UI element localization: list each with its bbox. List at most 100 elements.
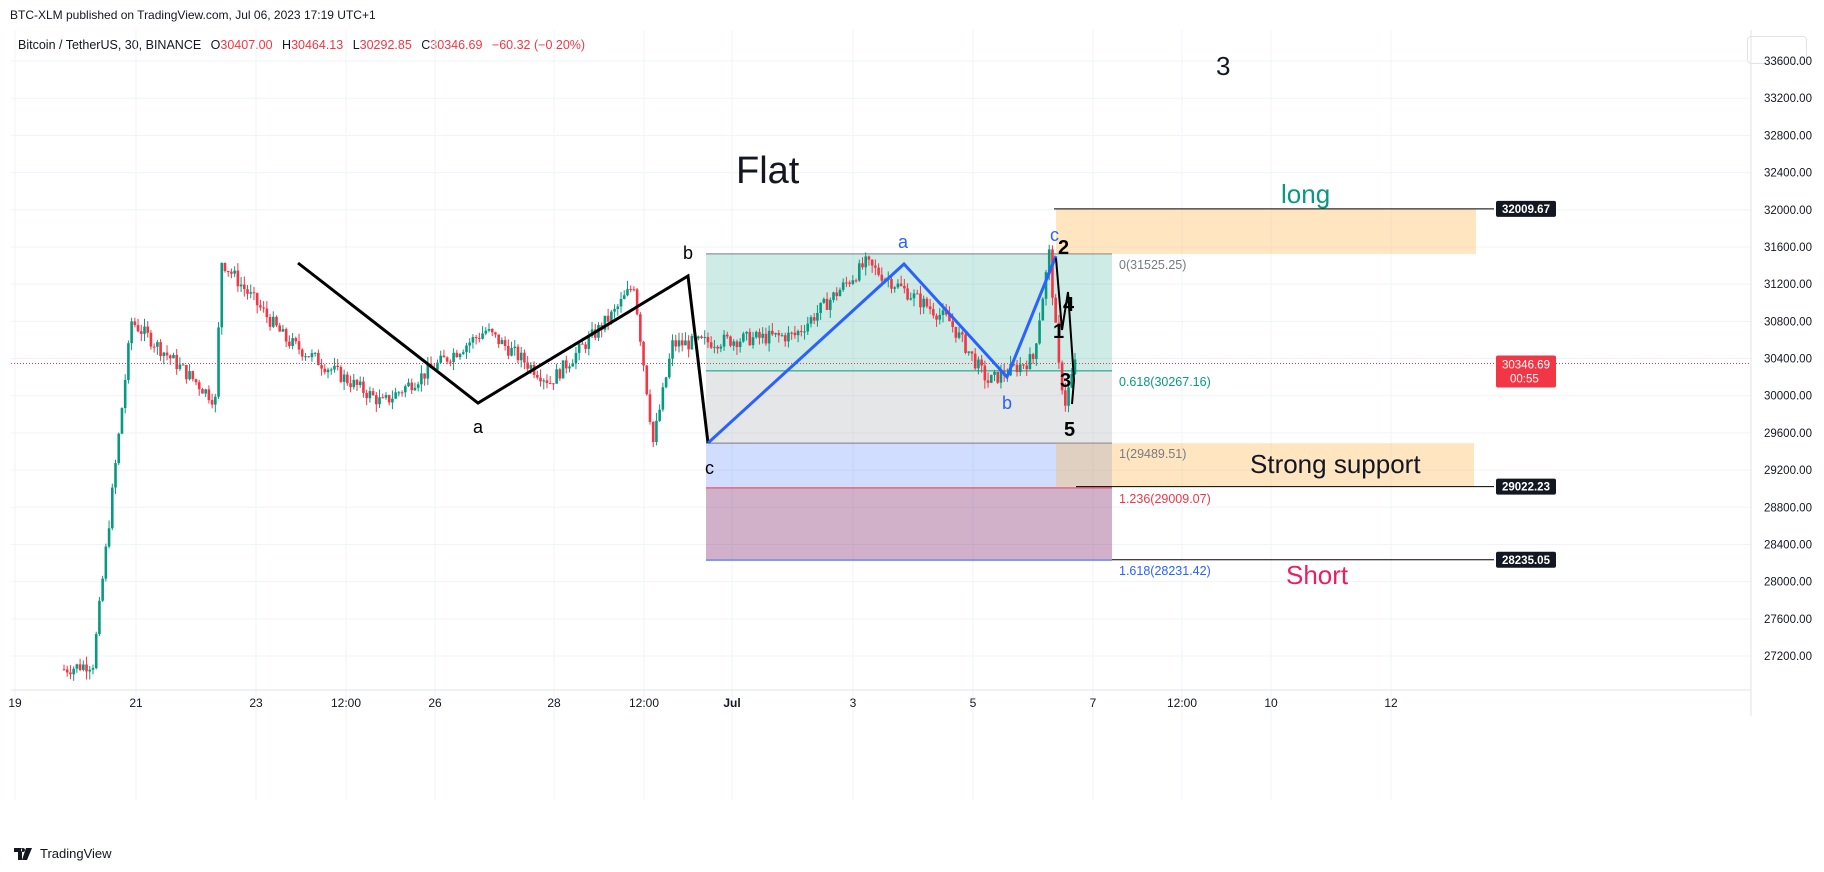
candle-body <box>268 317 272 327</box>
candle-body <box>474 337 478 339</box>
candle-body <box>214 396 217 405</box>
candle-body <box>178 364 182 370</box>
fib-zone-1-1236 <box>706 443 1112 488</box>
wave-2-label: 2 <box>1058 237 1069 259</box>
candle-body <box>69 672 72 675</box>
candle-body <box>803 331 806 333</box>
candle-body <box>136 325 140 332</box>
candle-body <box>771 330 774 335</box>
candle-body <box>246 289 249 294</box>
scale-button[interactable] <box>1747 36 1807 64</box>
candle-body <box>455 352 459 358</box>
zones-layer <box>11 208 1751 561</box>
candle-body <box>1047 249 1051 273</box>
candle-body <box>574 352 578 364</box>
time-tick-label: 19 <box>8 696 22 710</box>
candle-body <box>355 379 359 385</box>
price-marker-tag <box>1496 200 1556 217</box>
candle-body <box>838 289 842 297</box>
symbol-legend: Bitcoin / TetherUS, 30, BINANCE O30407.0… <box>18 38 585 52</box>
candle-body <box>948 314 951 322</box>
price-tick-label: 27600.00 <box>1764 614 1812 626</box>
candle-body <box>603 315 607 330</box>
candle-body <box>461 352 465 355</box>
time-tick-label: 5 <box>970 696 977 710</box>
candle-body <box>713 346 716 348</box>
candle-body <box>732 341 736 346</box>
candle-body <box>996 371 1000 383</box>
black-a-label: a <box>473 417 484 437</box>
candle-body <box>706 336 710 343</box>
price-tick-label: 28400.00 <box>1764 539 1812 551</box>
candle-body <box>294 338 298 342</box>
candle-body <box>661 387 665 410</box>
candle-body <box>127 343 130 380</box>
candle-body <box>964 334 967 353</box>
candle-body <box>407 382 410 387</box>
candle-body <box>581 343 584 345</box>
candle-body <box>507 345 510 356</box>
symbol-name[interactable]: Bitcoin / TetherUS, 30, BINANCE <box>18 38 202 52</box>
candle-body <box>1054 297 1057 323</box>
candle-body <box>552 383 555 385</box>
top-three-label: 3 <box>1216 51 1230 81</box>
candle-body <box>542 380 546 382</box>
candle-body <box>313 352 317 354</box>
candle-body <box>568 366 571 369</box>
candle-body <box>787 332 790 342</box>
price-tick-label: 28800.00 <box>1764 502 1812 514</box>
current-price-tag[interactable] <box>1496 355 1556 388</box>
candle-body <box>162 352 166 357</box>
candle-body <box>523 352 526 363</box>
candle-body <box>684 340 687 346</box>
candle-body <box>632 289 636 291</box>
price-tick-label: 32800.00 <box>1764 130 1812 142</box>
candle-body <box>1044 272 1048 299</box>
candle-body <box>816 312 819 321</box>
fib-label-4: 1.618(28231.42) <box>1119 564 1211 578</box>
candle-body <box>88 669 92 672</box>
candle-body <box>101 578 104 601</box>
candle-body <box>751 337 755 346</box>
price-marker-label: 32009.67 <box>1502 204 1550 216</box>
candle-body <box>635 289 639 315</box>
candle-body <box>648 394 652 422</box>
candle-body <box>494 332 497 335</box>
footer-brand: TradingView <box>40 846 112 861</box>
candle-body <box>758 331 761 338</box>
time-tick-label: 26 <box>428 696 442 710</box>
candle-body <box>1035 343 1038 360</box>
support-zone <box>1056 443 1474 487</box>
candle-body <box>745 331 748 334</box>
candle-body <box>342 374 346 382</box>
candle-body <box>1051 249 1054 298</box>
candle-body <box>207 389 211 401</box>
candle-body <box>513 346 517 349</box>
candle-body <box>249 292 253 294</box>
change-value: −60.32 (−0.20%) <box>491 38 586 52</box>
candle-body <box>845 282 848 284</box>
candle-body <box>358 381 362 385</box>
candle-body <box>143 326 146 334</box>
candle-body <box>977 359 980 369</box>
candle-body <box>519 352 523 361</box>
candle-body <box>236 270 240 287</box>
candle-body <box>107 528 111 547</box>
candle-body <box>655 420 658 443</box>
candle-body <box>658 409 661 421</box>
candle-body <box>1012 363 1016 365</box>
candle-body <box>481 333 484 339</box>
candle-body <box>381 397 385 399</box>
tradingview-footer[interactable]: TradingView <box>14 846 112 861</box>
candle-body <box>516 346 520 361</box>
candle-body <box>252 292 256 294</box>
candle-body <box>490 328 494 333</box>
candle-body <box>841 282 845 290</box>
candle-body <box>890 278 893 289</box>
time-tick-label: 12:00 <box>331 696 361 710</box>
candle-body <box>391 398 394 403</box>
candle-body <box>774 332 777 335</box>
candle-body <box>703 336 707 338</box>
candle-body <box>980 359 983 366</box>
